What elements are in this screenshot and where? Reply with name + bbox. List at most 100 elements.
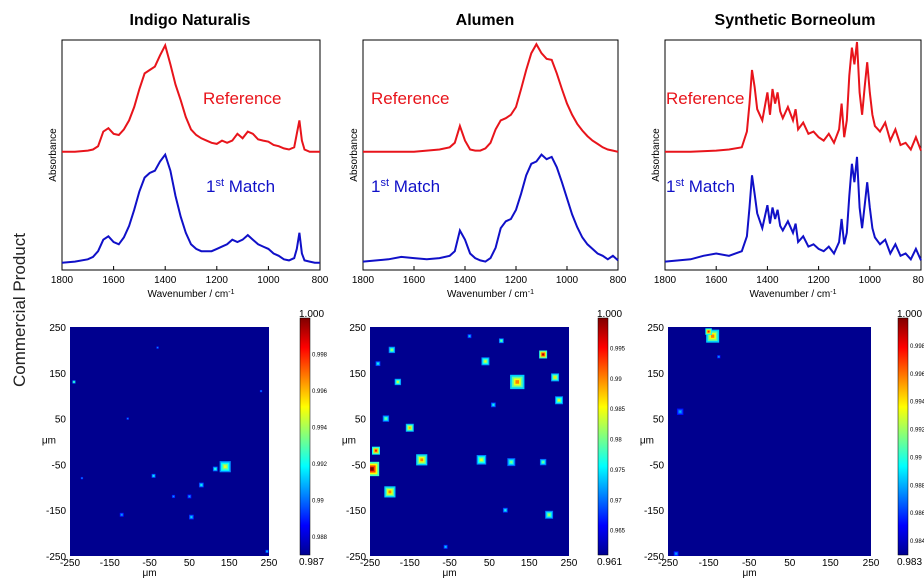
x-tick-label: 1400 xyxy=(154,275,177,286)
hotspot xyxy=(73,381,75,383)
hotspot xyxy=(214,468,216,470)
series-label-match: 1st Match xyxy=(371,177,440,196)
hotspot xyxy=(515,380,520,384)
plot-frame xyxy=(61,39,321,271)
colorbar-tick-label: 0.99 xyxy=(610,377,622,383)
x-tick-label: 1000 xyxy=(257,275,280,286)
y-tick-label: -250 xyxy=(46,552,66,563)
y-axis-label: μm xyxy=(342,436,356,447)
spectrum-panel-3: Reference 1st Match 1800 1600 1400 1200 1000 80… xyxy=(651,39,924,301)
hotspot xyxy=(542,461,544,463)
colorbar-tick-label: 0.996 xyxy=(910,372,924,378)
y-tick-label: -150 xyxy=(46,506,66,517)
colorbar-tick-label: 0.992 xyxy=(910,428,924,434)
hotspot xyxy=(480,458,483,462)
hotspot xyxy=(707,330,710,333)
colorbar-tick-label: 0.99 xyxy=(312,498,324,504)
colorbar-tick-label: 0.985 xyxy=(610,407,626,413)
hotspot xyxy=(492,404,494,406)
series-label-match: 1st Match xyxy=(206,177,275,196)
series-line-reference xyxy=(62,42,320,153)
hotspot xyxy=(388,490,392,494)
x-tick-label: -50 xyxy=(142,558,157,569)
x-tick-label: 1000 xyxy=(859,275,882,286)
colorbar xyxy=(299,317,311,556)
hotspot xyxy=(188,495,190,497)
chart-title-3: Synthetic Borneolum xyxy=(714,12,876,29)
y-axis-label: Absorbance xyxy=(651,128,662,182)
series-label-reference: Reference xyxy=(371,89,449,108)
x-tick-label: 150 xyxy=(221,558,238,569)
series-line-reference xyxy=(363,42,619,153)
colorbar xyxy=(897,317,909,556)
x-tick-label: -50 xyxy=(742,558,757,569)
colorbar-tick-label: 1.000 xyxy=(299,309,324,320)
hotspot xyxy=(121,514,123,516)
colorbar-tick-label: 0.992 xyxy=(312,462,328,468)
map-background xyxy=(370,327,569,556)
x-tick-label: 250 xyxy=(863,558,880,569)
x-tick-label: 1200 xyxy=(807,275,830,286)
hotspot xyxy=(718,356,720,358)
x-tick-label: 1000 xyxy=(556,275,579,286)
x-axis-label: μm xyxy=(142,568,156,579)
hotspot xyxy=(469,335,470,337)
y-tick-label: -150 xyxy=(644,506,664,517)
x-tick-label: -150 xyxy=(100,558,120,569)
colorbar-tick-label: 0.998 xyxy=(312,352,328,358)
hotspot xyxy=(711,334,715,338)
hotspot xyxy=(675,553,677,555)
hotspot xyxy=(385,417,387,420)
y-tick-label: -250 xyxy=(346,552,366,563)
hotspot-layer xyxy=(673,328,721,556)
series-label-reference: Reference xyxy=(666,89,744,108)
x-tick-label: 1800 xyxy=(654,275,677,286)
hotspot xyxy=(266,551,268,552)
colorbar-tick-label: 0.97 xyxy=(610,498,622,504)
x-axis-label: Wavenumber / cm-1 xyxy=(148,289,235,301)
hotspot xyxy=(420,458,424,462)
hotspot xyxy=(558,399,561,402)
hotspot xyxy=(153,475,155,477)
hotspot xyxy=(173,496,174,497)
colorbar-tick-label: 0.961 xyxy=(597,557,622,568)
x-tick-label: 1200 xyxy=(505,275,528,286)
colorbar-tick-label: 0.986 xyxy=(910,511,924,517)
colorbar-tick-label: 0.994 xyxy=(312,425,328,431)
y-tick-label: -50 xyxy=(52,460,67,471)
hotspot xyxy=(408,426,411,429)
y-tick-label: 250 xyxy=(647,323,664,334)
chart-title-2: Alumen xyxy=(455,12,515,29)
colorbar xyxy=(597,317,609,556)
hotspot xyxy=(504,509,506,511)
hotspot xyxy=(542,353,545,356)
x-axis-label: μm xyxy=(742,568,756,579)
x-axis-label: Wavenumber / cm-1 xyxy=(750,289,837,301)
x-tick-label: 250 xyxy=(561,558,578,569)
y-tick-label: 50 xyxy=(653,415,665,426)
hotspot xyxy=(510,461,513,464)
spectrum-panel-1: Reference 1st Match 1800 1600 1400 1200 1000 80… xyxy=(48,39,329,301)
map-background xyxy=(668,327,871,556)
colorbar-tick-label: 0.988 xyxy=(910,483,924,489)
y-tick-label: -250 xyxy=(644,552,664,563)
x-tick-label: -250 xyxy=(658,558,678,569)
x-tick-label: 50 xyxy=(184,558,196,569)
series-line-match xyxy=(664,156,922,263)
x-tick-label: -150 xyxy=(400,558,420,569)
y-tick-label: 250 xyxy=(49,323,66,334)
series-line-match xyxy=(61,152,320,264)
hotspot xyxy=(377,363,379,365)
y-tick-label: 50 xyxy=(355,415,367,426)
hotspot xyxy=(397,381,399,383)
y-tick-label: 150 xyxy=(349,369,366,380)
x-tick-label: 1400 xyxy=(756,275,779,286)
hotspot xyxy=(81,477,83,479)
y-axis-label: Absorbance xyxy=(349,128,360,182)
colorbar-tick-label: 0.975 xyxy=(610,468,626,474)
x-tick-label: 1800 xyxy=(51,275,74,286)
colorbar-tick-label: 1.000 xyxy=(897,309,922,320)
x-axis-label: μm xyxy=(442,568,456,579)
colorbar-tick-label: 0.99 xyxy=(910,455,922,461)
